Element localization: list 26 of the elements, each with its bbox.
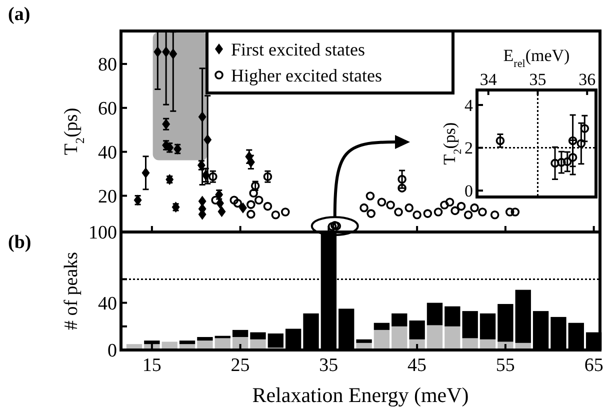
x-tick-label: 15 [142,355,162,376]
y-tick-label: 0 [108,340,117,362]
y-axis-title: # of peaks [61,252,82,330]
y-tick-label: 100 [88,222,117,244]
x-axis-title: E$_{rel}$(meV) [503,46,570,70]
y-tick-label: 4 [464,96,474,115]
x-axis-title: Relaxation Energy (meV) [252,383,469,407]
x-tick-label: 34 [480,70,498,89]
legend-label: First excited states [231,39,365,60]
x-tick-label: 36 [578,70,596,89]
y-tick-label: 2 [464,138,473,158]
x-tick-label: 45 [408,355,427,376]
x-tick-label: 55 [496,355,515,376]
x-tick-label: 35 [529,70,546,89]
y-tick-label: 0 [464,182,473,201]
y-tick-label: 40 [98,142,117,164]
y-tick-label: 60 [98,98,117,120]
chart-title: (b) [8,232,32,253]
x-tick-label: 65 [584,355,604,376]
chart-title: (a) [8,4,30,25]
legend-label: Higher excited states [231,65,382,86]
y-tick-label: 40 [98,293,117,314]
x-tick-label: 25 [230,355,250,376]
x-tick-label: 35 [319,355,338,376]
y-tick-label: 80 [98,54,117,76]
y-tick-label: 20 [98,186,117,208]
